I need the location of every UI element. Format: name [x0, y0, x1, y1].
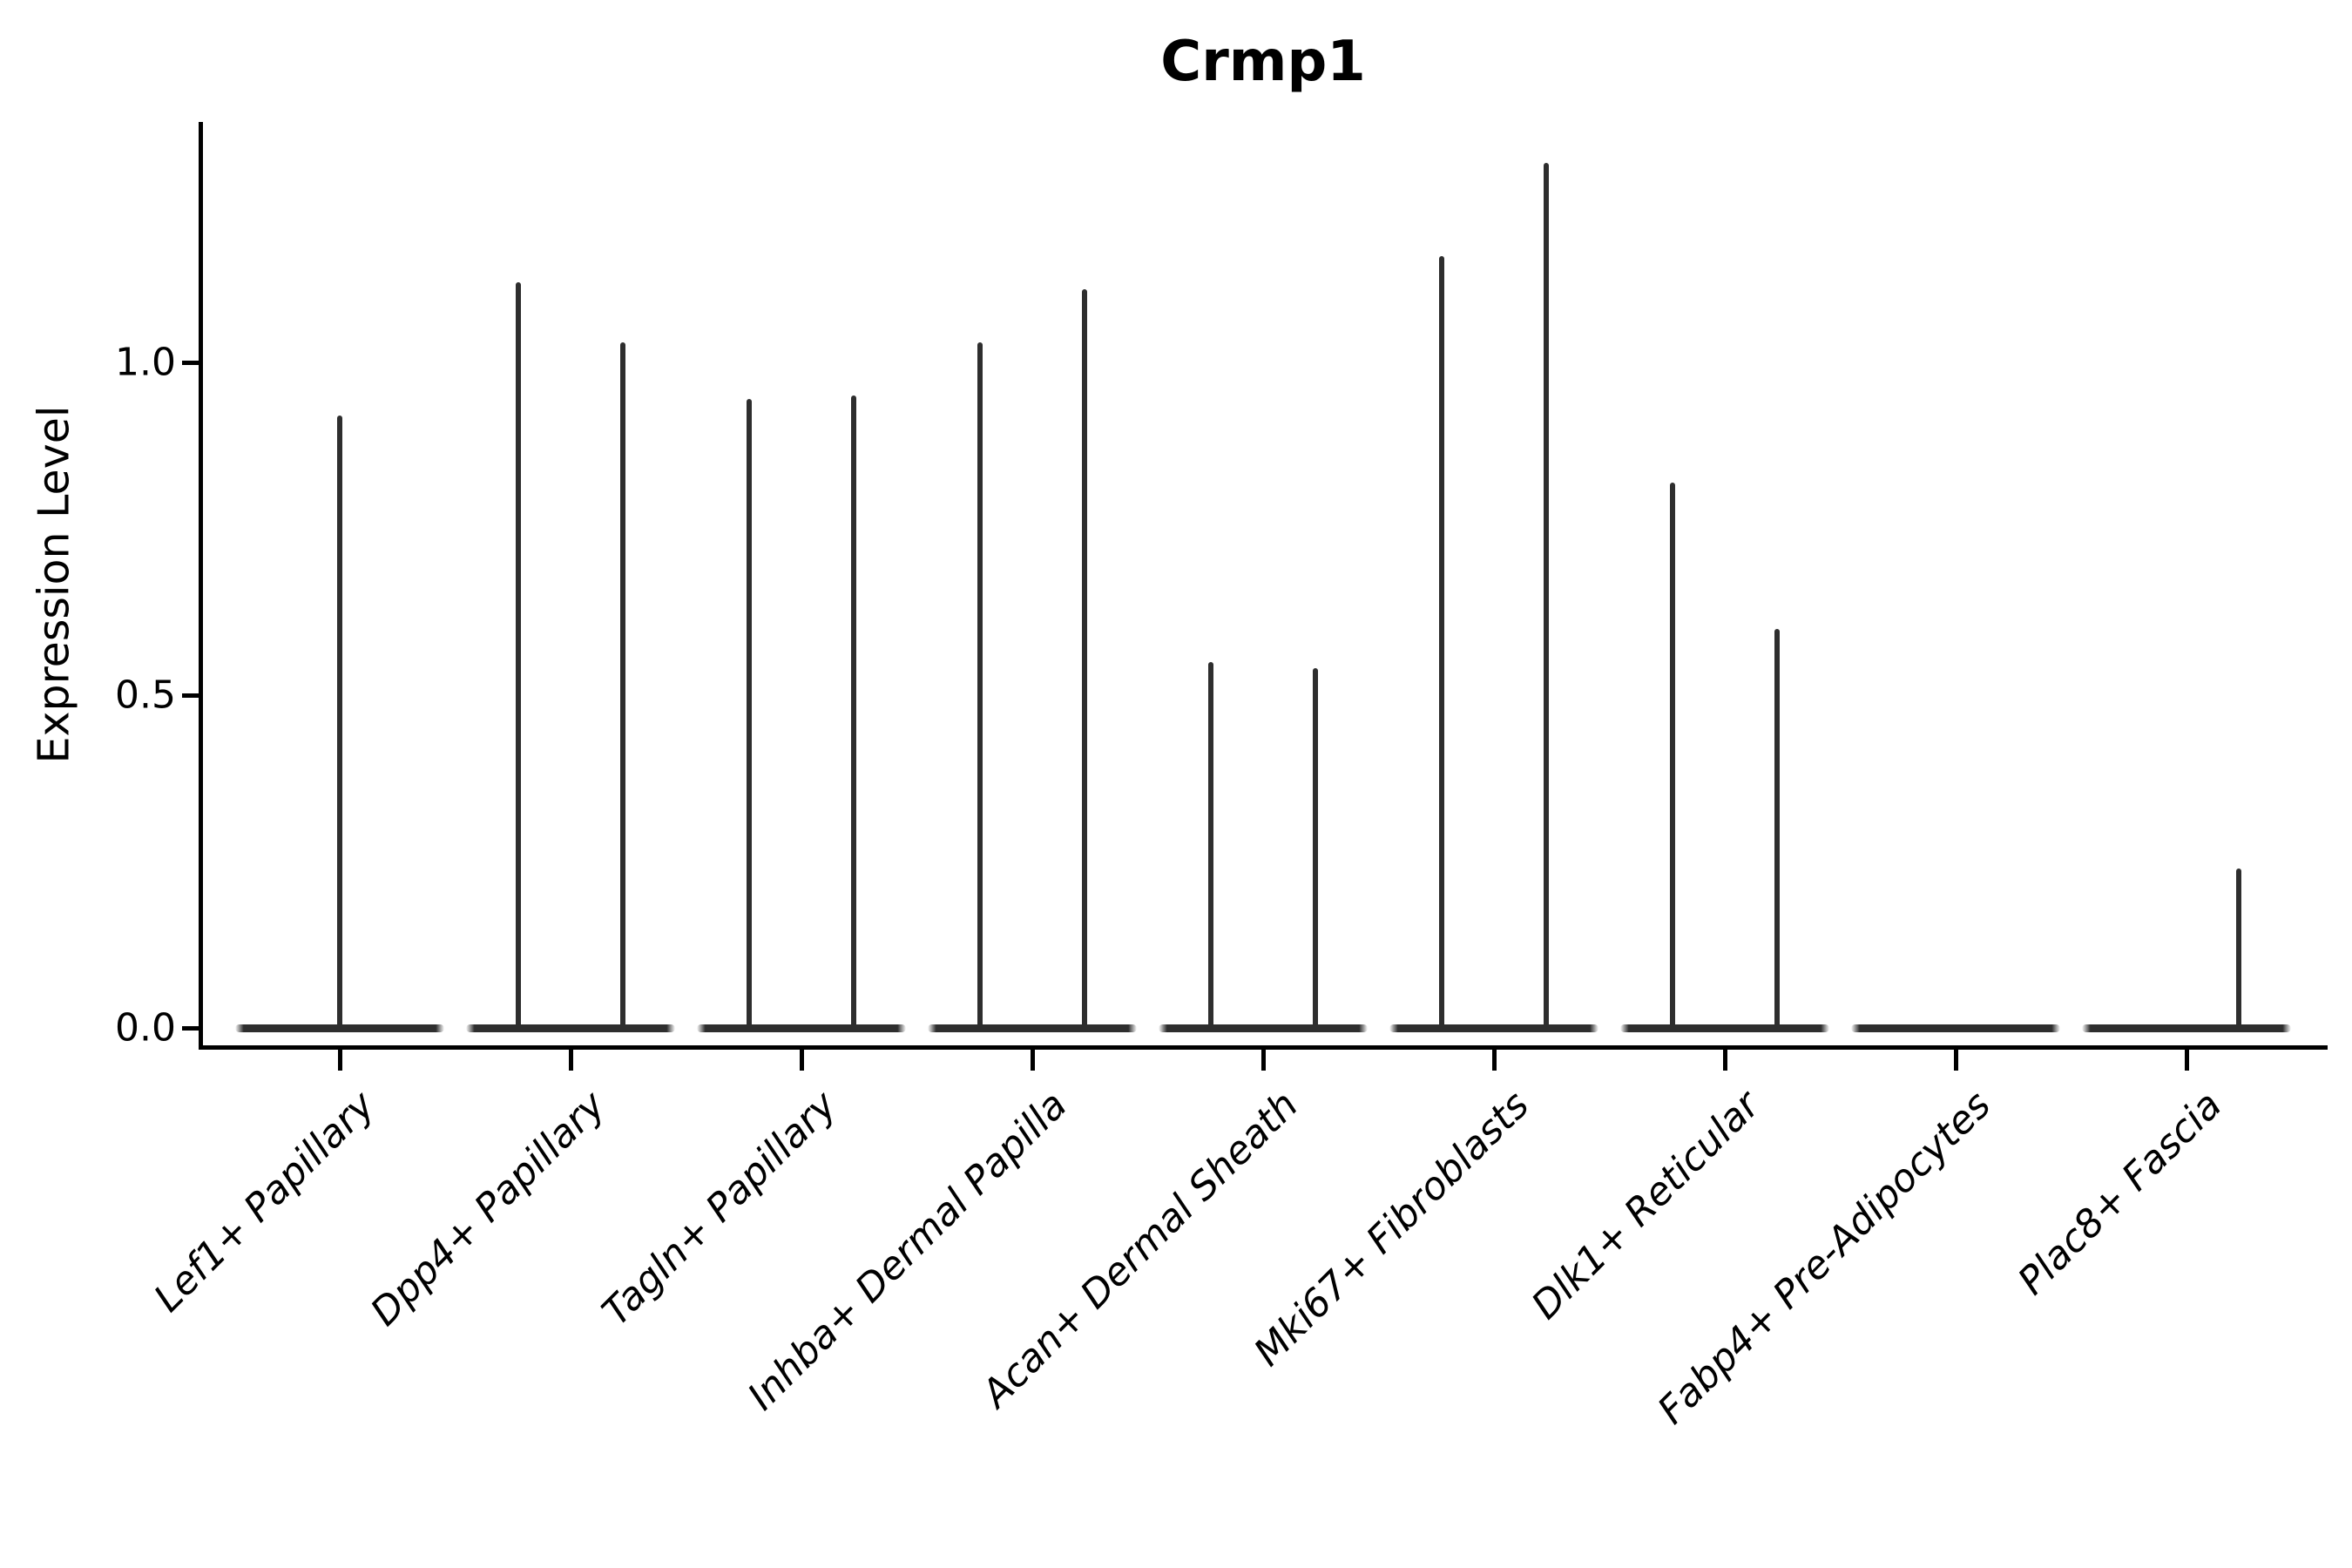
x-tick-label: Dpp4+ Papillary	[362, 1083, 615, 1335]
x-tick-label: Lef1+ Papillary	[145, 1083, 384, 1321]
violin-spike	[1439, 255, 1444, 1031]
y-axis-label: Expression Level	[29, 405, 79, 764]
violin-base	[1159, 1024, 1368, 1032]
x-tick-mark	[1722, 1050, 1727, 1071]
y-tick-mark	[182, 360, 201, 365]
violin-spike	[1313, 668, 1318, 1031]
violin-spike	[1670, 482, 1675, 1031]
x-tick-mark	[1260, 1050, 1266, 1071]
x-tick-label: Tagln+ Papillary	[593, 1083, 846, 1335]
violin-spike	[1208, 661, 1213, 1031]
x-tick-mark	[1030, 1050, 1035, 1071]
violin-spike	[1774, 628, 1780, 1031]
y-axis-spine	[199, 122, 203, 1050]
violin-spike	[337, 416, 342, 1031]
violin-spike	[2236, 868, 2241, 1031]
x-tick-mark	[1491, 1050, 1497, 1071]
violin-spike	[1544, 162, 1549, 1031]
x-tick-mark	[799, 1050, 804, 1071]
y-tick-label: 0.5	[115, 672, 176, 718]
violin-spike	[1082, 288, 1087, 1031]
x-tick-mark	[1953, 1050, 1958, 1071]
violin-base	[928, 1024, 1137, 1032]
violin-spike	[620, 342, 625, 1031]
y-tick-label: 1.0	[115, 340, 176, 385]
violin-spike	[851, 395, 856, 1031]
x-tick-mark	[2184, 1050, 2189, 1071]
y-tick-mark	[182, 1025, 201, 1031]
x-tick-label: Dlk1+ Reticular	[1523, 1083, 1769, 1328]
violin-spike	[516, 282, 521, 1031]
violin-base	[697, 1024, 906, 1032]
plot-title: Crmp1	[1160, 30, 1366, 94]
y-tick-mark	[182, 693, 201, 698]
x-tick-label: Plac8+ Fascia	[2009, 1083, 2231, 1304]
y-tick-label: 0.0	[115, 1005, 176, 1051]
violin-spike	[977, 342, 983, 1031]
violin-base	[466, 1024, 675, 1032]
violin-base	[1851, 1024, 2060, 1032]
x-tick-mark	[337, 1050, 342, 1071]
violin-base	[1620, 1024, 1829, 1032]
violin-base	[2082, 1024, 2291, 1032]
violin-spike	[747, 399, 752, 1031]
violin-base	[1389, 1024, 1598, 1032]
x-axis-spine	[199, 1045, 2328, 1050]
x-tick-mark	[568, 1050, 573, 1071]
